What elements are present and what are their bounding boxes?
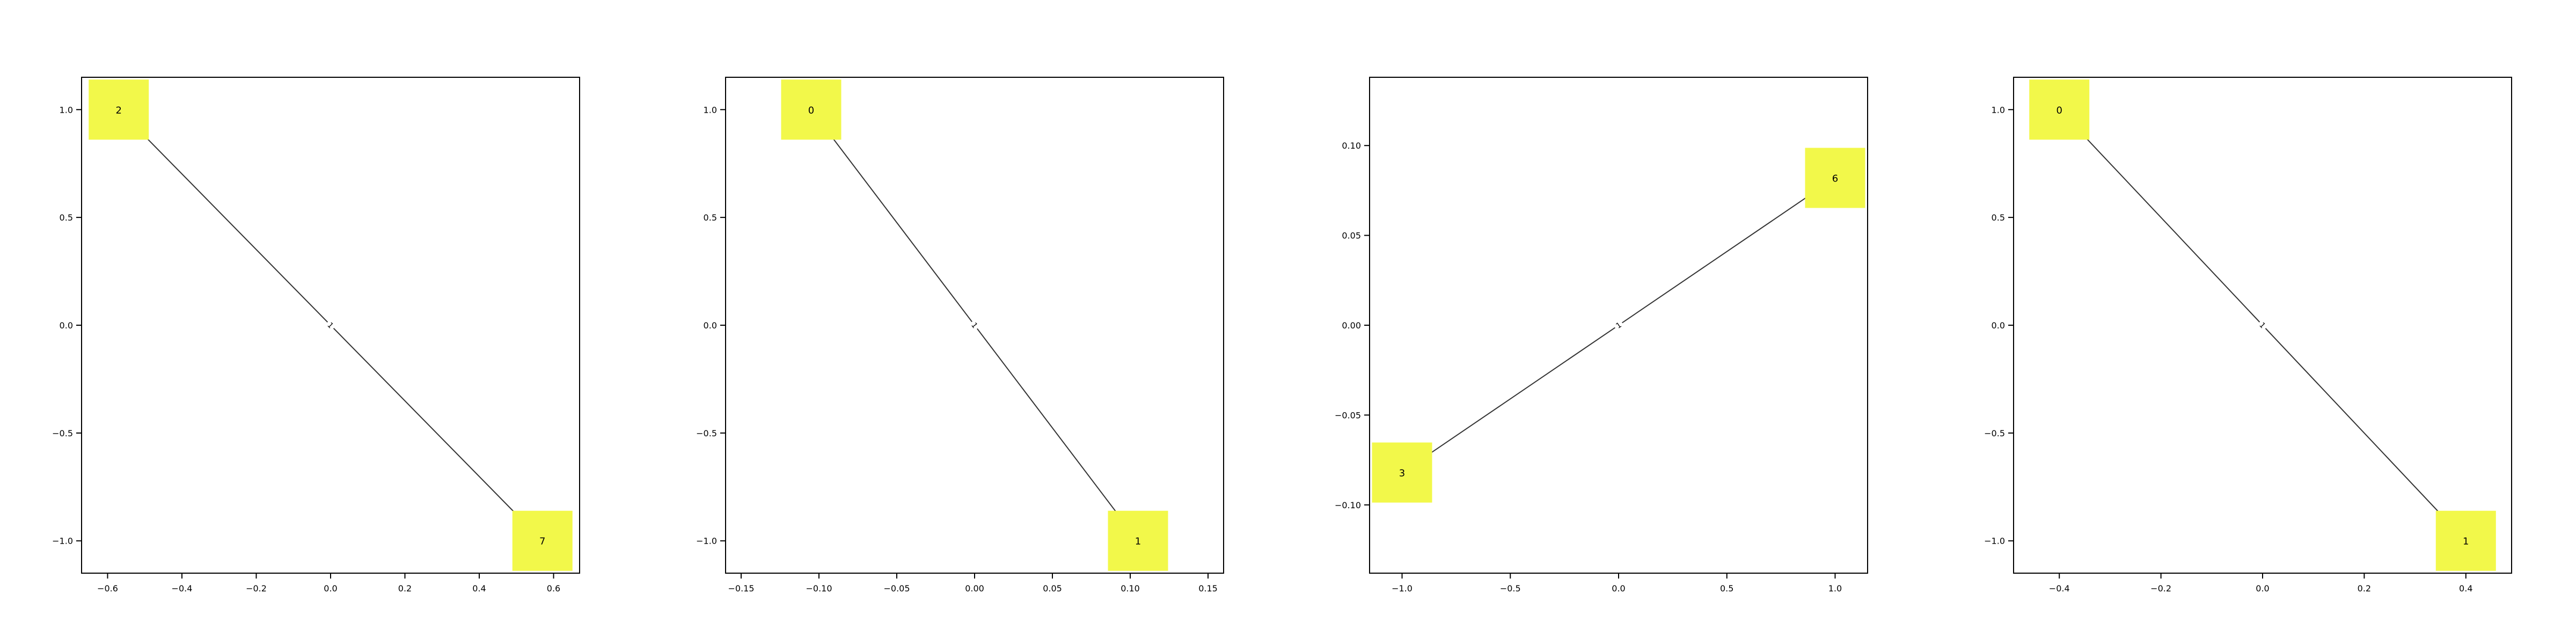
y-tick-label: −0.5 [696, 428, 717, 438]
y-tick-label: 0.10 [1342, 141, 1361, 151]
node-box [1108, 510, 1168, 571]
x-tick-label: 0.6 [547, 583, 560, 594]
x-tick-label: −0.5 [1500, 583, 1521, 594]
y-tick-label: −0.10 [1335, 500, 1361, 510]
network-panel-3: −1.0 −0.5 0.0 0.5 1.0−0.10−0.050.000.050.101… [1335, 77, 1868, 594]
network-panel-2: −0.15 −0.10 −0.05 0.00 0.05 0.10 0.15−1.0−0.50… [696, 77, 1224, 594]
x-tick-label: −0.4 [2049, 583, 2070, 594]
node-label: 1 [1135, 536, 1141, 547]
y-tick-label: 0.0 [704, 320, 717, 331]
y-tick-label: −1.0 [1984, 536, 2005, 546]
x-tick-label: 0.10 [1121, 583, 1140, 594]
node-label: 2 [116, 105, 122, 116]
y-tick-label: −1.0 [696, 536, 717, 546]
y-tick-label: 0.00 [1342, 320, 1361, 331]
node-label: 0 [2056, 105, 2062, 116]
node-box [512, 510, 573, 571]
x-tick-label: 0.0 [324, 583, 337, 594]
x-tick-label: −0.4 [172, 583, 193, 594]
x-tick-label: 0.2 [398, 583, 412, 594]
node-box [89, 79, 149, 140]
y-tick-label: 1.0 [704, 105, 717, 115]
x-tick-label: 0.4 [472, 583, 486, 594]
node-box [1372, 442, 1432, 503]
x-tick-label: −0.2 [246, 583, 267, 594]
x-tick-label: 0.4 [2459, 583, 2472, 594]
node-label: 1 [2463, 536, 2469, 547]
x-tick-label: 0.0 [2256, 583, 2269, 594]
y-tick-label: 0.5 [1992, 213, 2005, 223]
x-tick-label: −0.6 [97, 583, 118, 594]
node-box [781, 79, 841, 140]
x-tick-label: −0.05 [883, 583, 910, 594]
x-tick-label: −0.2 [2150, 583, 2171, 594]
node-box [1805, 148, 1865, 208]
y-tick-label: 0.05 [1342, 231, 1361, 241]
node-label: 7 [539, 536, 545, 547]
x-tick-label: 0.15 [1198, 583, 1218, 594]
x-tick-label: 0.5 [1720, 583, 1733, 594]
x-tick-label: 0.00 [965, 583, 984, 594]
edge-label-bg [968, 319, 982, 332]
x-tick-label: −0.10 [806, 583, 832, 594]
x-tick-label: −1.0 [1392, 583, 1413, 594]
y-tick-label: −1.0 [52, 536, 73, 546]
node-box [2435, 510, 2496, 571]
x-tick-label: −0.15 [728, 583, 754, 594]
x-tick-label: 1.0 [1828, 583, 1842, 594]
y-tick-label: 0.0 [60, 320, 73, 331]
y-tick-label: 1.0 [60, 105, 73, 115]
x-tick-label: 0.2 [2358, 583, 2371, 594]
y-tick-label: 0.5 [704, 213, 717, 223]
edge-label-bg [324, 318, 338, 332]
y-tick-label: −0.05 [1335, 410, 1361, 420]
node-label: 0 [808, 105, 814, 116]
y-tick-label: −0.5 [1984, 428, 2005, 438]
x-tick-label: 0.0 [1612, 583, 1625, 594]
node-label: 3 [1399, 468, 1405, 479]
network-panel-1: −0.6 −0.4 −0.2 0.0 0.2 0.4 0.6 −1.0 −0.5 0.0 0.5 1.… [52, 77, 580, 594]
x-tick-label: 0.05 [1043, 583, 1062, 594]
y-tick-label: −0.5 [52, 428, 73, 438]
y-tick-label: 1.0 [1992, 105, 2005, 115]
node-box [2029, 79, 2090, 140]
edge-label-bg [2256, 319, 2270, 332]
edge-label-bg [1612, 319, 1625, 332]
node-label: 6 [1832, 173, 1838, 184]
y-tick-label: 0.5 [60, 213, 73, 223]
y-tick-label: 0.0 [1992, 320, 2005, 331]
